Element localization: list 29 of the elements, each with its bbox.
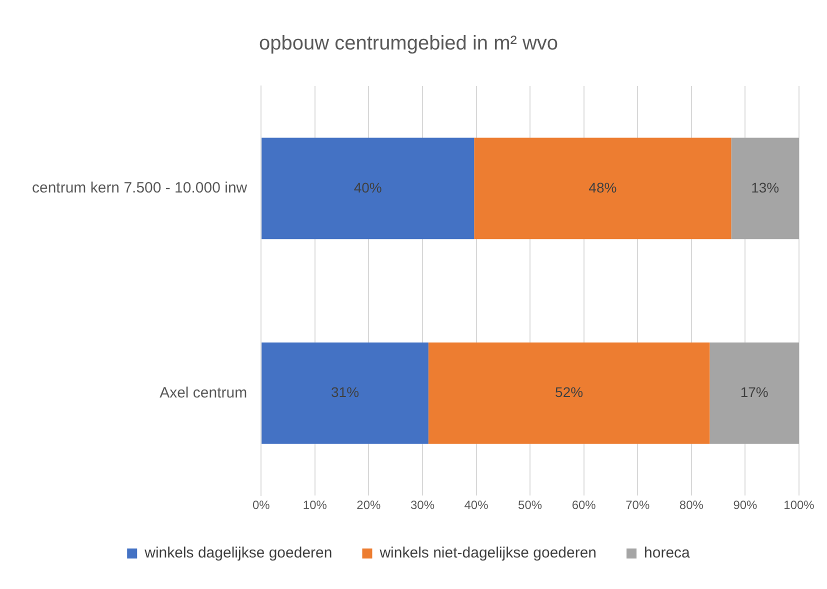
legend-label: winkels niet-dagelijkse goederen — [378, 544, 597, 562]
x-tick-label: 80% — [679, 498, 704, 512]
data-label: 13% — [751, 179, 780, 196]
x-tick-label: 50% — [518, 498, 542, 512]
bar — [731, 138, 799, 240]
bar — [474, 138, 732, 240]
x-tick-label: 60% — [572, 498, 596, 512]
x-tick-label: 70% — [626, 498, 650, 512]
data-label: 48% — [588, 179, 617, 196]
x-tick-label: 30% — [410, 498, 435, 512]
bar — [428, 342, 710, 444]
x-tick-label: 20% — [356, 498, 382, 512]
data-label: 52% — [555, 384, 584, 400]
y-tick-label: centrum kern 7.500 - 10.000 inw — [32, 180, 248, 197]
data-label: 31% — [330, 384, 360, 400]
data-label: 17% — [740, 384, 768, 400]
x-tick-label: 0% — [252, 498, 270, 512]
bar — [262, 342, 428, 444]
legend-label: winkels dagelijkse goederen — [144, 544, 332, 562]
legend-label: horeca — [644, 544, 691, 562]
chart-title: opbouw centrumgebied in m² wvo — [258, 32, 558, 55]
x-tick-label: 100% — [784, 498, 815, 512]
bar — [262, 138, 474, 240]
x-tick-label: 90% — [733, 498, 758, 512]
data-label: 40% — [354, 179, 382, 196]
x-tick-label: 40% — [464, 498, 489, 512]
bar — [710, 342, 799, 444]
x-tick-label: 10% — [302, 498, 328, 512]
y-tick-label: Axel centrum — [160, 384, 248, 402]
